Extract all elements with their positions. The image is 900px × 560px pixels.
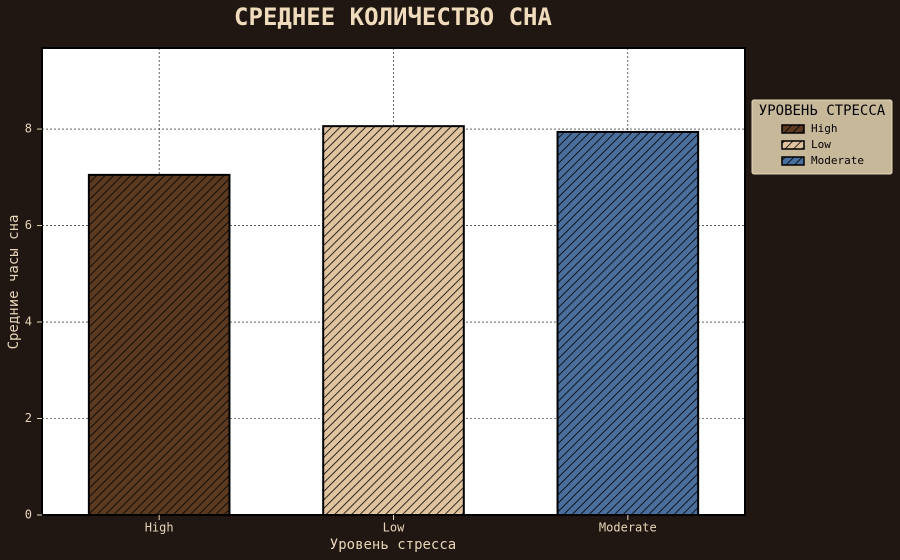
legend-label: Low	[811, 138, 831, 151]
bar	[322, 125, 465, 516]
legend-label: High	[811, 122, 838, 135]
bars	[87, 125, 700, 516]
legend: УРОВЕНЬ СТРЕССА High Low Moderate	[751, 99, 893, 175]
x-tick-label: Moderate	[599, 521, 657, 535]
x-axis-label: Уровень стресса	[330, 537, 456, 553]
legend-swatch	[781, 140, 805, 150]
legend-swatch	[781, 156, 805, 166]
x-tick-label: Low	[383, 521, 405, 535]
bar	[556, 130, 700, 516]
y-tick-label: 6	[25, 218, 32, 232]
bar	[87, 173, 231, 516]
y-tick-label: 2	[25, 411, 32, 425]
y-tick-label: 8	[25, 122, 32, 136]
legend-label: Moderate	[811, 154, 864, 167]
y-tick-label: 4	[25, 315, 32, 329]
chart-title: СРЕДНЕЕ КОЛИЧЕСТВО СНА	[234, 3, 552, 31]
x-tick-label: High	[145, 521, 174, 535]
y-tick-label: 0	[25, 508, 32, 522]
legend-swatch	[781, 124, 805, 134]
legend-title: УРОВЕНЬ СТРЕССА	[759, 103, 886, 119]
y-axis-label: Средние часы сна	[6, 215, 22, 350]
legend-box	[751, 99, 893, 175]
